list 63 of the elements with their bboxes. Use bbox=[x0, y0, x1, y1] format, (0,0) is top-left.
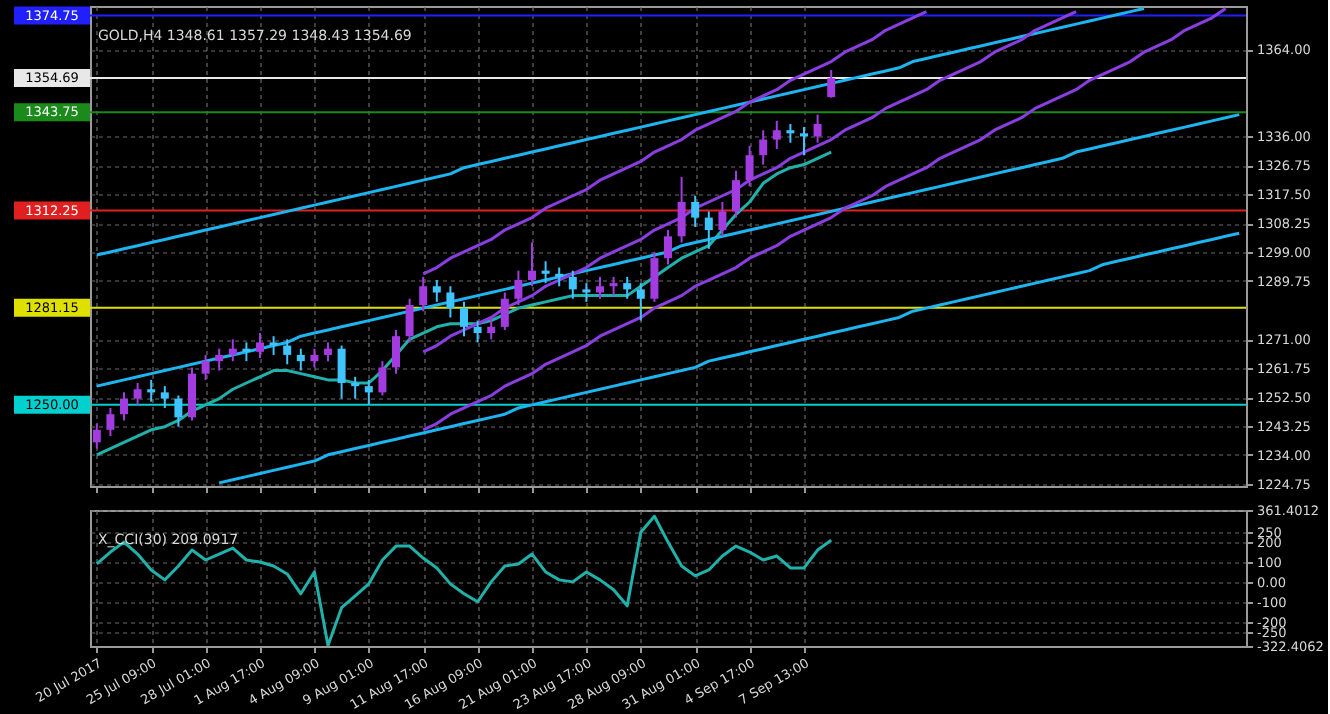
candlestick bbox=[528, 241, 536, 288]
candlestick bbox=[704, 210, 713, 250]
candlestick bbox=[609, 275, 618, 297]
candlestick bbox=[228, 338, 237, 363]
candlestick bbox=[405, 297, 414, 344]
candlestick bbox=[745, 144, 754, 188]
candlestick bbox=[256, 332, 264, 360]
candlestick bbox=[677, 176, 686, 244]
line-series bbox=[95, 514, 833, 646]
candlestick bbox=[419, 275, 428, 313]
candlestick bbox=[147, 378, 156, 403]
candlestick bbox=[800, 126, 808, 157]
candlestick bbox=[691, 194, 700, 228]
candlestick bbox=[174, 394, 183, 428]
candlestick bbox=[120, 391, 128, 422]
candlestick bbox=[310, 347, 319, 369]
candlestick bbox=[786, 122, 795, 144]
candlestick bbox=[269, 335, 278, 356]
candlestick bbox=[772, 119, 781, 150]
candlestick bbox=[514, 269, 523, 306]
candlestick bbox=[664, 229, 672, 266]
candlestick bbox=[813, 113, 822, 144]
candlestick bbox=[133, 382, 142, 406]
candlestick bbox=[446, 285, 455, 319]
candlestick bbox=[623, 275, 632, 300]
candlestick bbox=[188, 366, 196, 422]
line-series bbox=[95, 7, 1146, 257]
line-series bbox=[95, 150, 833, 457]
line-series bbox=[95, 113, 1241, 388]
candlestick bbox=[541, 260, 550, 285]
candlestick bbox=[487, 316, 496, 341]
candlestick bbox=[324, 341, 332, 363]
candlestick bbox=[650, 250, 659, 303]
candlestick bbox=[555, 266, 564, 288]
line-series bbox=[217, 231, 1241, 485]
candlestick bbox=[759, 129, 768, 166]
candlestick bbox=[473, 319, 482, 344]
candlestick bbox=[242, 341, 251, 363]
candlestick bbox=[106, 406, 115, 438]
candlestick bbox=[364, 378, 373, 406]
candlestick bbox=[351, 375, 360, 400]
candlestick bbox=[296, 347, 305, 372]
candlestick bbox=[92, 422, 101, 450]
candlestick bbox=[392, 328, 400, 375]
candlestick bbox=[500, 291, 509, 331]
candlestick bbox=[732, 169, 740, 219]
line-series bbox=[421, 10, 928, 276]
candlestick bbox=[582, 282, 591, 303]
line-series bbox=[421, 7, 1228, 432]
candlestick bbox=[337, 344, 346, 400]
candlestick bbox=[460, 300, 468, 338]
candlestick bbox=[568, 269, 577, 300]
candlestick bbox=[378, 360, 387, 397]
line-series bbox=[421, 10, 1078, 354]
candlestick bbox=[636, 282, 645, 322]
candlestick bbox=[827, 69, 836, 99]
candlestick bbox=[432, 279, 441, 303]
candlestick bbox=[596, 275, 604, 300]
candlestick bbox=[283, 338, 292, 366]
candlestick bbox=[160, 385, 169, 409]
candlestick bbox=[215, 347, 224, 372]
candlestick bbox=[201, 353, 210, 381]
candlestick bbox=[718, 200, 727, 238]
